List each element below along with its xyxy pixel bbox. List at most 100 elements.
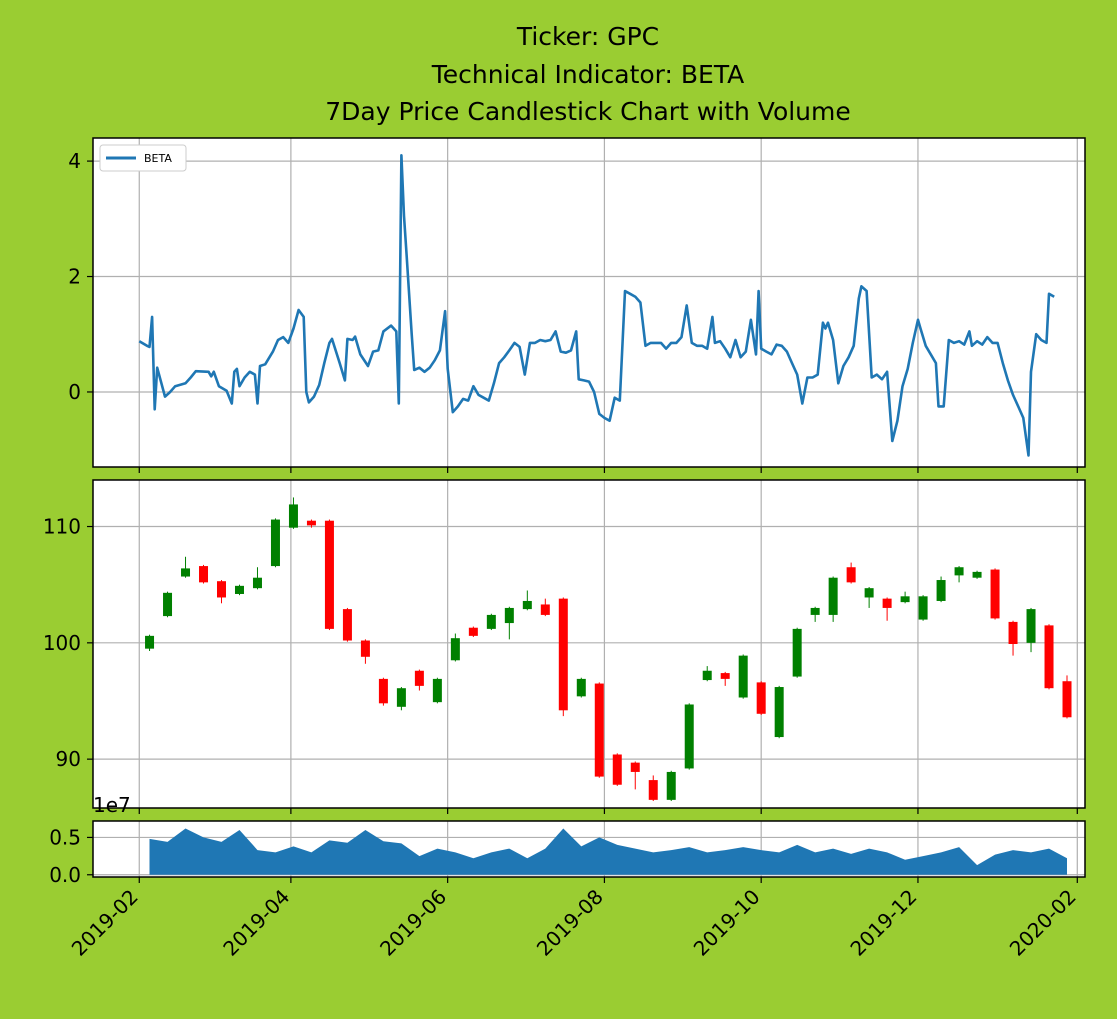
candle-body	[720, 673, 730, 679]
candle-body	[882, 598, 892, 608]
beta-series-line	[138, 154, 1055, 457]
candle-body	[900, 596, 910, 603]
legend-box	[99, 144, 187, 172]
candle-up	[486, 613, 496, 631]
candle-body	[252, 577, 262, 589]
candle-body	[828, 577, 838, 615]
price-plot	[145, 497, 1072, 802]
candle-body	[558, 598, 568, 711]
candle-up	[145, 634, 155, 651]
candle-up	[504, 606, 514, 640]
candle-body	[324, 520, 334, 629]
candle-down	[199, 564, 209, 584]
candle-body	[630, 762, 640, 772]
candle-body	[145, 635, 155, 649]
candle-down	[756, 681, 766, 715]
candle-up	[972, 570, 982, 579]
candle-body	[702, 670, 712, 681]
candle-up	[288, 497, 298, 529]
candle-up	[181, 556, 191, 578]
candle-down	[360, 639, 370, 664]
candle-body	[738, 655, 748, 698]
candle-body	[396, 688, 406, 707]
candle-up	[432, 677, 442, 704]
candle-body	[360, 640, 370, 657]
candle-up	[792, 627, 802, 678]
candle-body	[846, 567, 856, 583]
candle-up	[163, 591, 173, 618]
candle-up	[684, 703, 694, 770]
candle-body	[306, 520, 316, 526]
candle-down	[324, 519, 334, 631]
y-tick-label: 100	[43, 631, 81, 655]
candle-down	[720, 671, 730, 686]
candle-down	[990, 568, 1000, 620]
candle-body	[342, 609, 352, 641]
candle-up	[666, 770, 676, 802]
price-panel: 90 100 110	[43, 479, 1086, 814]
candle-body	[666, 771, 676, 800]
candle-up	[702, 666, 712, 682]
candle-body	[810, 607, 820, 615]
candle-down	[468, 626, 478, 638]
candle-body	[540, 604, 550, 615]
candle-down	[216, 580, 226, 604]
candle-down	[306, 519, 316, 528]
candle-down	[414, 669, 424, 691]
candle-up	[270, 518, 280, 568]
candle-body	[270, 519, 280, 567]
candle-up	[450, 633, 460, 662]
candle-down	[1062, 675, 1072, 719]
candle-up	[828, 576, 838, 622]
candle-body	[1044, 625, 1054, 689]
beta-panel-frame	[92, 137, 1086, 468]
candle-body	[199, 566, 209, 583]
price-y-axis: 90 100 110	[43, 515, 1078, 814]
title-line-2: Technical Indicator: BETA	[431, 60, 745, 89]
candle-up	[774, 685, 784, 739]
volume-y-axis: 0.0 0.5	[49, 825, 1078, 887]
price-panel-frame	[92, 479, 1086, 809]
candle-body	[378, 678, 388, 704]
candle-up	[576, 677, 586, 698]
candle-body	[594, 683, 604, 777]
candle-up	[252, 567, 262, 590]
candle-body	[774, 687, 784, 738]
candle-body	[432, 678, 442, 703]
candle-body	[792, 628, 802, 677]
candle-body	[181, 568, 191, 577]
beta-y-axis: 0 2 4	[68, 149, 1078, 473]
candle-body	[756, 682, 766, 714]
candle-down	[1044, 624, 1054, 690]
candle-body	[1062, 681, 1072, 718]
candle-up	[738, 654, 748, 699]
candle-body	[522, 600, 532, 610]
candle-down	[648, 775, 658, 802]
volume-panel: 0.0 0.5 1e7	[49, 793, 1086, 887]
y-tick-label: 4	[68, 149, 81, 173]
title-line-3: 7Day Price Candlestick Chart with Volume	[325, 97, 851, 126]
candle-body	[216, 581, 226, 598]
y-tick-label: 90	[56, 747, 81, 771]
candle-body	[486, 614, 496, 629]
candle-down	[630, 761, 640, 790]
candle-body	[936, 580, 946, 601]
candle-up	[918, 595, 928, 621]
y-tick-label: 0.0	[49, 863, 81, 887]
volume-area	[149, 828, 1067, 875]
beta-panel-background	[93, 138, 1085, 467]
candle-body	[864, 588, 874, 598]
y-tick-label: 0.5	[49, 825, 81, 849]
candle-body	[684, 704, 694, 769]
candle-body	[1026, 609, 1036, 643]
candle-body	[612, 754, 622, 785]
legend-label: BETA	[144, 152, 172, 165]
candle-body	[163, 592, 173, 617]
volume-plot	[149, 828, 1067, 875]
candle-down	[612, 753, 622, 786]
candle-body	[288, 504, 298, 528]
y-tick-label: 110	[43, 515, 81, 539]
y-tick-label: 0	[68, 380, 81, 404]
candle-body	[576, 678, 586, 697]
